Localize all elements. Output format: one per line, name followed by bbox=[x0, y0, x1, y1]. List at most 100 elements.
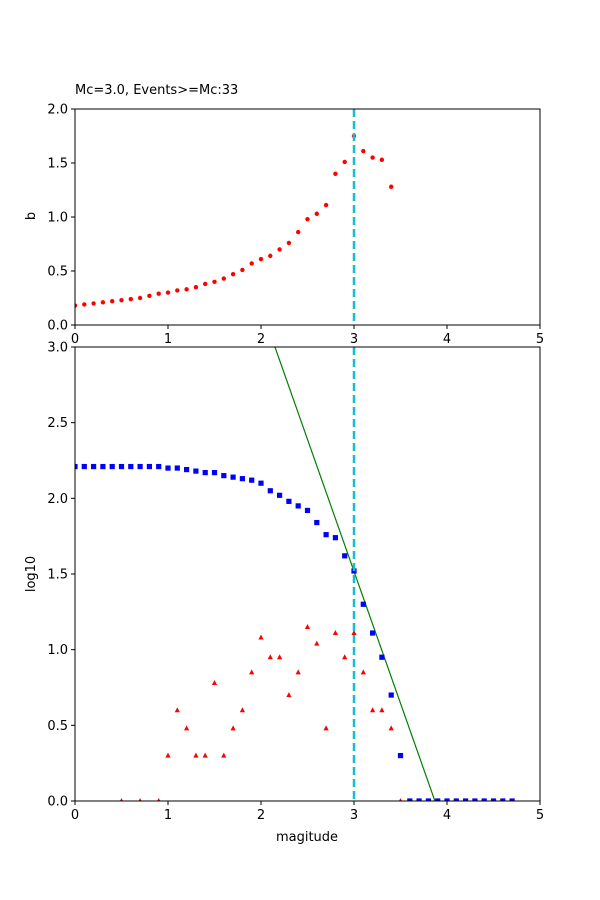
data-point-circle bbox=[370, 155, 375, 160]
data-point-triangle bbox=[138, 798, 142, 801]
data-point-square bbox=[407, 798, 413, 801]
data-point-square bbox=[202, 470, 208, 476]
data-layer bbox=[75, 133, 394, 308]
top-panel-ylabel: b bbox=[24, 212, 39, 220]
data-point-circle bbox=[212, 279, 217, 284]
data-point-square bbox=[75, 463, 78, 470]
data-point-triangle bbox=[314, 640, 320, 646]
data-point-circle bbox=[305, 216, 310, 222]
data-point-circle bbox=[165, 290, 171, 295]
data-point-square bbox=[360, 601, 366, 607]
data-point-triangle bbox=[323, 725, 329, 731]
data-point-circle bbox=[82, 302, 87, 307]
data-point-square bbox=[463, 798, 469, 801]
bottom-panel-xlabel: magitude bbox=[276, 830, 338, 845]
data-point-circle bbox=[184, 287, 189, 292]
data-point-triangle bbox=[184, 725, 190, 731]
data-point-triangle bbox=[119, 798, 124, 801]
data-point-circle bbox=[277, 247, 282, 252]
data-point-square bbox=[425, 798, 431, 801]
x-tick-label: 3 bbox=[350, 332, 358, 347]
x-tick-label: 5 bbox=[536, 808, 544, 823]
fit-line bbox=[274, 347, 436, 801]
data-point-circle bbox=[323, 202, 329, 208]
y-tick-label: 0.0 bbox=[47, 319, 68, 334]
x-tick-label: 3 bbox=[350, 808, 358, 823]
data-point-square bbox=[388, 692, 394, 698]
data-point-triangle bbox=[174, 707, 180, 713]
data-point-square bbox=[100, 463, 106, 470]
data-point-circle bbox=[137, 295, 143, 301]
data-point-square bbox=[295, 503, 301, 509]
y-tick-label: 1.0 bbox=[47, 211, 68, 226]
data-point-triangle bbox=[239, 707, 245, 713]
data-point-square bbox=[249, 477, 255, 483]
data-point-circle bbox=[193, 285, 199, 290]
data-point-circle bbox=[342, 159, 347, 165]
data-point-circle bbox=[203, 281, 208, 287]
data-point-square bbox=[137, 463, 143, 470]
top-panel-b-value: Mc=3.0, Events>=Mc:33 b 0 1 2 3 4 5 0.0 0.5 1.0 1… bbox=[24, 83, 544, 347]
data-point-square bbox=[156, 463, 162, 470]
data-point-square bbox=[481, 798, 487, 801]
data-point-square bbox=[81, 463, 87, 470]
data-point-square bbox=[453, 798, 459, 801]
data-point-square bbox=[435, 798, 441, 801]
x-tick-label: 4 bbox=[443, 808, 451, 823]
top-panel-title: Mc=3.0, Events>=Mc:33 bbox=[75, 83, 238, 98]
data-point-circle bbox=[100, 300, 106, 305]
data-point-circle bbox=[110, 299, 115, 304]
y-tick-label: 0.5 bbox=[47, 719, 68, 734]
y-tick-label: 0.5 bbox=[47, 265, 68, 280]
data-point-square bbox=[128, 463, 134, 470]
data-point-triangle bbox=[267, 654, 273, 660]
data-point-square bbox=[314, 519, 320, 526]
data-point-square bbox=[184, 466, 190, 473]
data-point-square bbox=[91, 463, 97, 470]
data-point-triangle bbox=[398, 798, 403, 801]
x-tick-label: 4 bbox=[443, 332, 451, 347]
y-tick-label: 2.0 bbox=[47, 103, 68, 118]
data-point-triangle bbox=[295, 669, 301, 675]
data-point-circle bbox=[296, 229, 301, 235]
data-point-square bbox=[258, 480, 264, 486]
data-point-triangle bbox=[351, 630, 357, 636]
x-tick-label: 2 bbox=[257, 808, 265, 823]
y-tick-label: 1.5 bbox=[47, 568, 68, 583]
data-point-triangle bbox=[360, 669, 366, 675]
data-point-triangle bbox=[230, 725, 236, 731]
data-point-square bbox=[165, 465, 171, 471]
data-point-circle bbox=[91, 301, 96, 306]
data-point-square bbox=[509, 798, 515, 801]
bottom-panel-log10: log10 magitude 0 1 2 3 4 5 0.0 0.5 1.0 1.5 2.0 2.5 3… bbox=[24, 341, 544, 846]
data-point-circle bbox=[240, 267, 245, 273]
data-point-triangle bbox=[342, 654, 348, 660]
data-point-square bbox=[332, 535, 338, 541]
data-point-square bbox=[397, 753, 404, 759]
data-point-triangle bbox=[304, 623, 311, 629]
data-point-square bbox=[239, 476, 245, 482]
y-tick-label: 2.5 bbox=[47, 416, 68, 431]
data-point-square bbox=[267, 488, 273, 494]
data-point-circle bbox=[258, 256, 264, 262]
bottom-panel-plot-area: 0 1 2 3 4 5 0.0 0.5 1.0 1.5 2.0 2.5 3.0 bbox=[47, 341, 544, 824]
top-panel-plot-area: 0 1 2 3 4 5 0.0 0.5 1.0 1.5 2.0 bbox=[47, 103, 544, 348]
data-point-square bbox=[146, 463, 152, 470]
data-point-triangle bbox=[202, 752, 208, 758]
data-point-square bbox=[304, 507, 311, 514]
data-point-triangle bbox=[249, 669, 255, 675]
data-point-circle bbox=[333, 171, 338, 176]
data-point-square bbox=[500, 798, 506, 801]
data-point-triangle bbox=[221, 752, 227, 758]
data-layer bbox=[75, 347, 515, 801]
y-tick-label: 3.0 bbox=[47, 341, 68, 356]
data-point-square bbox=[286, 498, 292, 504]
data-point-circle bbox=[286, 240, 292, 246]
data-point-circle bbox=[175, 288, 180, 293]
x-tick-label: 1 bbox=[164, 808, 172, 823]
data-point-square bbox=[174, 465, 180, 471]
data-point-square bbox=[109, 463, 115, 470]
data-point-circle bbox=[75, 303, 78, 308]
